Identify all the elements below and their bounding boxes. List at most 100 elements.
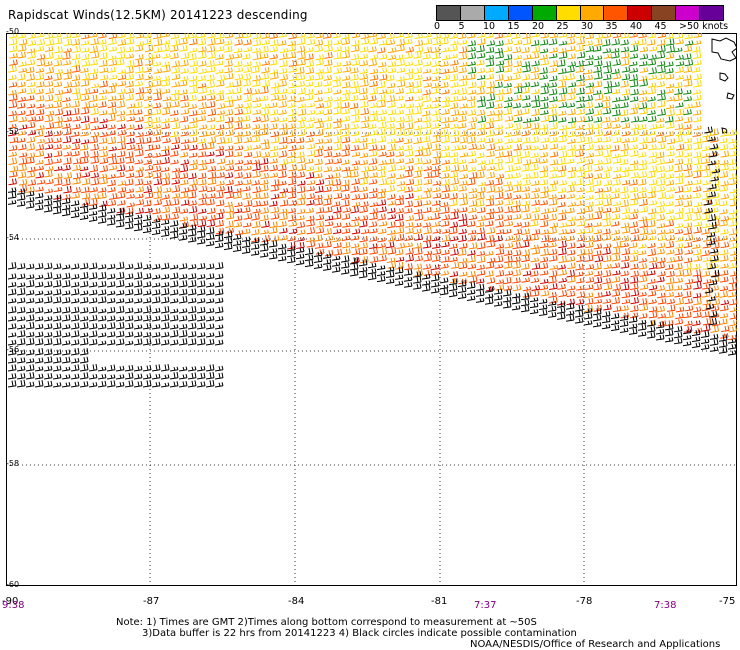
wind-barb [52,382,62,388]
wind-barb [178,295,188,304]
wind-barb [26,73,35,81]
wind-barb [612,201,622,207]
wind-barb [593,283,602,291]
wind-barb [333,62,342,68]
wind-barb [359,215,369,221]
wind-barb [61,349,71,356]
wind-barb [549,180,559,186]
wind-barb [468,242,478,250]
wind-barb [457,248,467,256]
wind-barb [332,185,342,192]
wind-barb [117,123,126,130]
wind-barb [151,144,161,150]
wind-barb [223,230,233,239]
wind-barb [198,193,208,200]
wind-barb [603,263,612,270]
wind-barb [225,165,235,171]
wind-barb [450,208,460,214]
wind-barb [216,114,225,123]
wind-barb [665,131,675,137]
wind-barb [594,129,603,137]
wind-barb [278,180,287,186]
wind-barb [593,116,603,123]
wind-barb [71,193,80,199]
wind-barb [178,263,188,270]
wind-barb [63,72,73,80]
wind-barb [117,33,126,39]
wind-barb [180,33,190,40]
wind-barb [171,121,181,130]
wind-barb [729,256,737,262]
wind-barb [169,272,179,280]
wind-barb [315,248,325,255]
wind-barb [169,371,179,380]
wind-barb [207,38,216,46]
wind-barb [594,102,604,109]
wind-barb [629,67,639,74]
legend-label: 45 [654,21,667,32]
wind-barb [576,234,586,242]
wind-barb [620,58,630,66]
wind-barb [638,192,647,199]
wind-barb [260,229,269,235]
wind-barb [223,242,233,251]
wind-barb [701,213,711,221]
wind-barb [468,193,478,200]
wind-barb [414,157,423,165]
wind-barb [602,298,612,304]
wind-barb [448,243,458,250]
wind-barb [531,116,540,122]
wind-barb [585,45,595,53]
wind-barb [89,164,99,173]
wind-barb [25,337,35,346]
wind-barb [656,60,666,67]
wind-barb [350,170,359,178]
wind-barb [719,209,728,215]
wind-barb [638,159,648,166]
wind-barb [44,188,54,194]
wind-barb [305,123,314,129]
wind-barb [666,121,675,129]
wind-barb [702,187,712,193]
wind-barb [63,151,73,157]
wind-barb [196,366,206,372]
wind-barb [71,38,81,46]
wind-barb [422,263,432,270]
wind-barb [385,278,395,285]
wind-barb [27,116,37,122]
wind-barb [637,151,647,158]
wind-barb [477,115,487,123]
wind-barb [322,253,332,259]
wind-barb [198,68,208,75]
wind-barb [440,270,450,276]
wind-barb [133,271,143,280]
wind-barb [7,323,17,330]
wind-barb [611,48,620,54]
wind-barb [224,96,233,103]
wind-barb [396,80,406,88]
wind-barb [305,74,315,82]
wind-barb [250,250,260,256]
wind-barb [666,298,676,305]
wind-barb [7,316,17,322]
wind-barb [351,59,361,66]
wind-barb [692,132,702,138]
wind-barb [323,146,333,152]
wind-barb [170,198,180,206]
wind-barb [494,186,504,193]
wind-barb [368,165,378,172]
wind-barb [512,269,521,277]
wind-barb [169,264,179,270]
wind-barb [585,144,594,151]
wind-barb [243,199,253,207]
wind-barb [234,60,243,68]
wind-barb [243,136,253,144]
wind-barb [387,221,396,229]
wind-barb [720,241,730,249]
wind-barb [188,52,197,61]
wind-barb [234,39,243,46]
wind-barb [467,131,477,137]
wind-barb [70,330,80,338]
wind-barb [359,53,369,60]
wind-barb [513,156,523,165]
